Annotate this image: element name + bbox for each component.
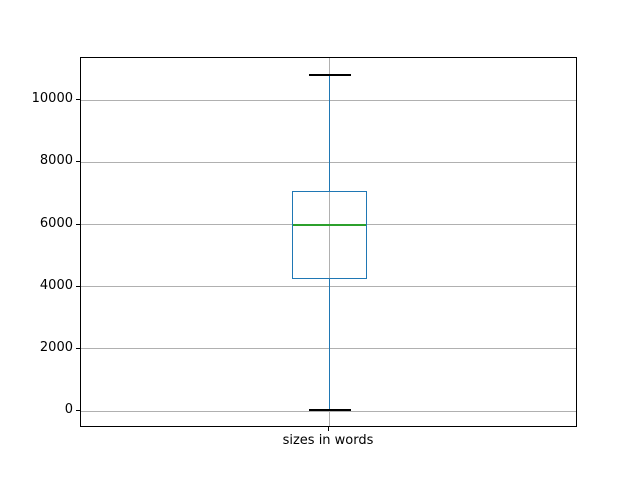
gridline-horizontal	[81, 99, 576, 101]
whisker-lower	[328, 279, 331, 410]
whisker-cap-upper	[308, 73, 351, 76]
y-tick-label: 4000	[39, 277, 73, 293]
gridline-horizontal	[81, 161, 576, 163]
y-tick-label: 8000	[39, 153, 73, 169]
plot-area	[80, 57, 577, 427]
y-tick-mark	[76, 99, 80, 101]
whisker-upper	[328, 74, 331, 192]
iqr-box	[292, 191, 367, 279]
x-tick-mark	[328, 427, 329, 431]
y-tick-mark	[76, 161, 80, 163]
gridline-vertical	[329, 58, 330, 426]
y-tick-label: 0	[64, 402, 73, 418]
gridline-horizontal	[81, 286, 576, 288]
y-tick-mark	[76, 410, 80, 412]
whisker-cap-lower	[308, 408, 351, 411]
x-tick-label: sizes in words	[282, 433, 374, 448]
median-line	[293, 223, 366, 226]
gridline-horizontal	[81, 410, 576, 412]
y-tick-label: 2000	[39, 339, 73, 355]
y-tick-mark	[76, 285, 80, 287]
y-tick-mark	[76, 347, 80, 349]
gridline-horizontal	[81, 348, 576, 350]
y-tick-mark	[76, 223, 80, 225]
y-tick-label: 10000	[31, 91, 73, 107]
y-tick-label: 6000	[39, 215, 73, 231]
